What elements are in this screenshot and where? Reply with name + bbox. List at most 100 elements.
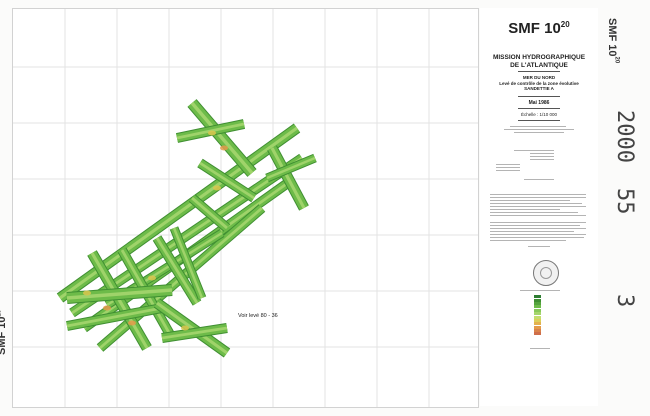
legend-swatch	[534, 301, 541, 305]
divider	[518, 108, 560, 109]
survey-swath	[199, 161, 255, 200]
fine-print-line	[514, 132, 564, 134]
shoal-area	[148, 275, 156, 281]
survey-region: MER DU NORD Levé de contrôle de la zone …	[480, 75, 598, 92]
fine-print-line	[496, 167, 520, 169]
fine-print-line	[496, 170, 520, 172]
organization-line-2: DE L'ATLANTIQUE	[510, 62, 568, 69]
shoal-area	[103, 305, 111, 311]
legend-row	[534, 301, 556, 305]
shoal-area	[128, 320, 136, 326]
fine-print-line	[530, 156, 554, 158]
fine-print-line	[530, 159, 554, 161]
corner-title-exponent: 20	[0, 309, 3, 317]
survey-date: Mai 1986	[528, 100, 550, 106]
organization-name: MISSION HYDROGRAPHIQUE DE L'ATLANTIQUE	[480, 54, 598, 70]
sheet-margin: SMF 1020 2000 55 3	[598, 0, 650, 416]
fine-print-line	[510, 126, 566, 128]
margin-title-exponent: 20	[613, 56, 620, 64]
sheet-title-exponent: 20	[560, 20, 570, 29]
legend-title	[520, 290, 560, 292]
corner-title-text: SMF 10	[0, 316, 8, 355]
legend-swatch	[534, 298, 541, 302]
legend-row	[534, 322, 556, 326]
legend-swatch	[534, 322, 541, 326]
legend-row	[534, 298, 556, 302]
legend-swatch	[534, 332, 541, 336]
survey-swath	[156, 301, 228, 355]
legend-swatch	[534, 308, 541, 312]
legend-row	[534, 329, 556, 333]
fine-print-line	[490, 231, 574, 233]
survey-swath	[190, 101, 254, 175]
legend-swatch	[534, 295, 541, 299]
survey-map	[56, 99, 317, 358]
title-block: SMF 1020 MISSION HYDROGRAPHIQUE DE L'ATL…	[480, 8, 598, 406]
legend-swatch	[534, 305, 541, 309]
survey-swath	[155, 237, 199, 304]
fine-print-line	[490, 194, 586, 196]
survey-swath	[161, 326, 228, 340]
legend-row	[534, 295, 556, 299]
fine-print-line	[490, 215, 586, 217]
survey-swath	[172, 227, 204, 299]
fine-print-line	[490, 197, 586, 199]
map-frame	[12, 8, 479, 408]
divider	[518, 71, 560, 72]
fine-print-line	[530, 153, 554, 155]
fine-print-line	[490, 212, 578, 214]
legend-swatch	[534, 325, 541, 329]
survey-swath	[90, 252, 149, 349]
legend-row	[534, 332, 556, 336]
survey-swath	[270, 147, 306, 209]
region-line-3: SANDETTIE A	[524, 86, 554, 91]
fine-print-line	[514, 150, 554, 152]
organization-line-1: MISSION HYDROGRAPHIQUE	[492, 54, 586, 61]
fine-print-line	[490, 222, 586, 224]
survey-swath	[66, 288, 173, 300]
fine-print-line	[528, 246, 550, 248]
legend-row	[534, 325, 556, 329]
margin-sheet-title: SMF 1020	[606, 18, 620, 63]
divider	[518, 96, 560, 97]
archive-stamp-number-2: 3	[612, 294, 637, 308]
divider	[518, 120, 560, 121]
chart-scale: Échelle : 1/10 000	[520, 112, 558, 117]
fine-print-line	[504, 129, 574, 131]
legend-swatch	[534, 312, 541, 316]
sheet-title: SMF 1020	[480, 20, 598, 37]
fine-print-line	[490, 234, 586, 236]
archive-stamp-number: 55	[612, 188, 637, 215]
fine-print-line	[496, 164, 520, 166]
legend-row	[534, 308, 556, 312]
legend-row	[534, 315, 556, 319]
margin-title-text: SMF 10	[606, 18, 618, 57]
fine-print-line	[490, 240, 566, 242]
legend-swatch	[534, 318, 541, 322]
fine-print-line	[524, 179, 554, 181]
legend-swatch	[534, 315, 541, 319]
survey-reference-note: Voir levé 80 - 36	[238, 313, 278, 319]
legend-row	[534, 312, 556, 316]
fine-print-line	[490, 206, 586, 208]
survey-swath	[266, 156, 316, 180]
shoal-area	[213, 185, 221, 191]
corner-sheet-title: SMF 1020	[0, 310, 8, 355]
service-seal-icon	[533, 260, 559, 286]
fine-print-line	[490, 228, 586, 230]
shoal-area	[208, 130, 216, 136]
legend-row	[534, 318, 556, 322]
sheet-title-text: SMF 10	[508, 20, 561, 37]
region-line-2: Levé de contrôle de la zone évolutive	[499, 80, 579, 86]
region-line-1: MER DU NORD	[522, 75, 556, 80]
legend-swatch	[534, 329, 541, 333]
shoal-area	[181, 325, 189, 331]
fine-print-line	[490, 237, 584, 239]
fine-print-line	[490, 203, 582, 205]
fine-print-line	[490, 209, 560, 211]
survey-swath	[191, 196, 228, 230]
survey-swath	[66, 306, 163, 328]
depth-legend	[534, 295, 556, 336]
legend-row	[534, 305, 556, 309]
